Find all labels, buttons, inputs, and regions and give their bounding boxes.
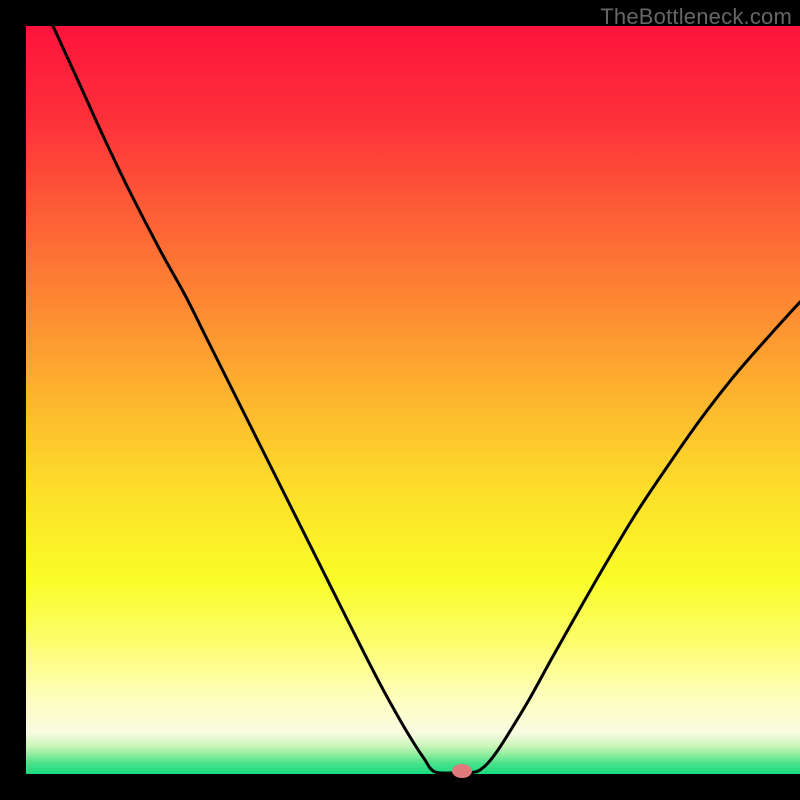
watermark-text: TheBottleneck.com xyxy=(600,4,792,30)
target-marker xyxy=(452,764,472,778)
plot-svg xyxy=(0,0,800,800)
plot-background xyxy=(26,26,800,774)
chart-container: TheBottleneck.com xyxy=(0,0,800,800)
